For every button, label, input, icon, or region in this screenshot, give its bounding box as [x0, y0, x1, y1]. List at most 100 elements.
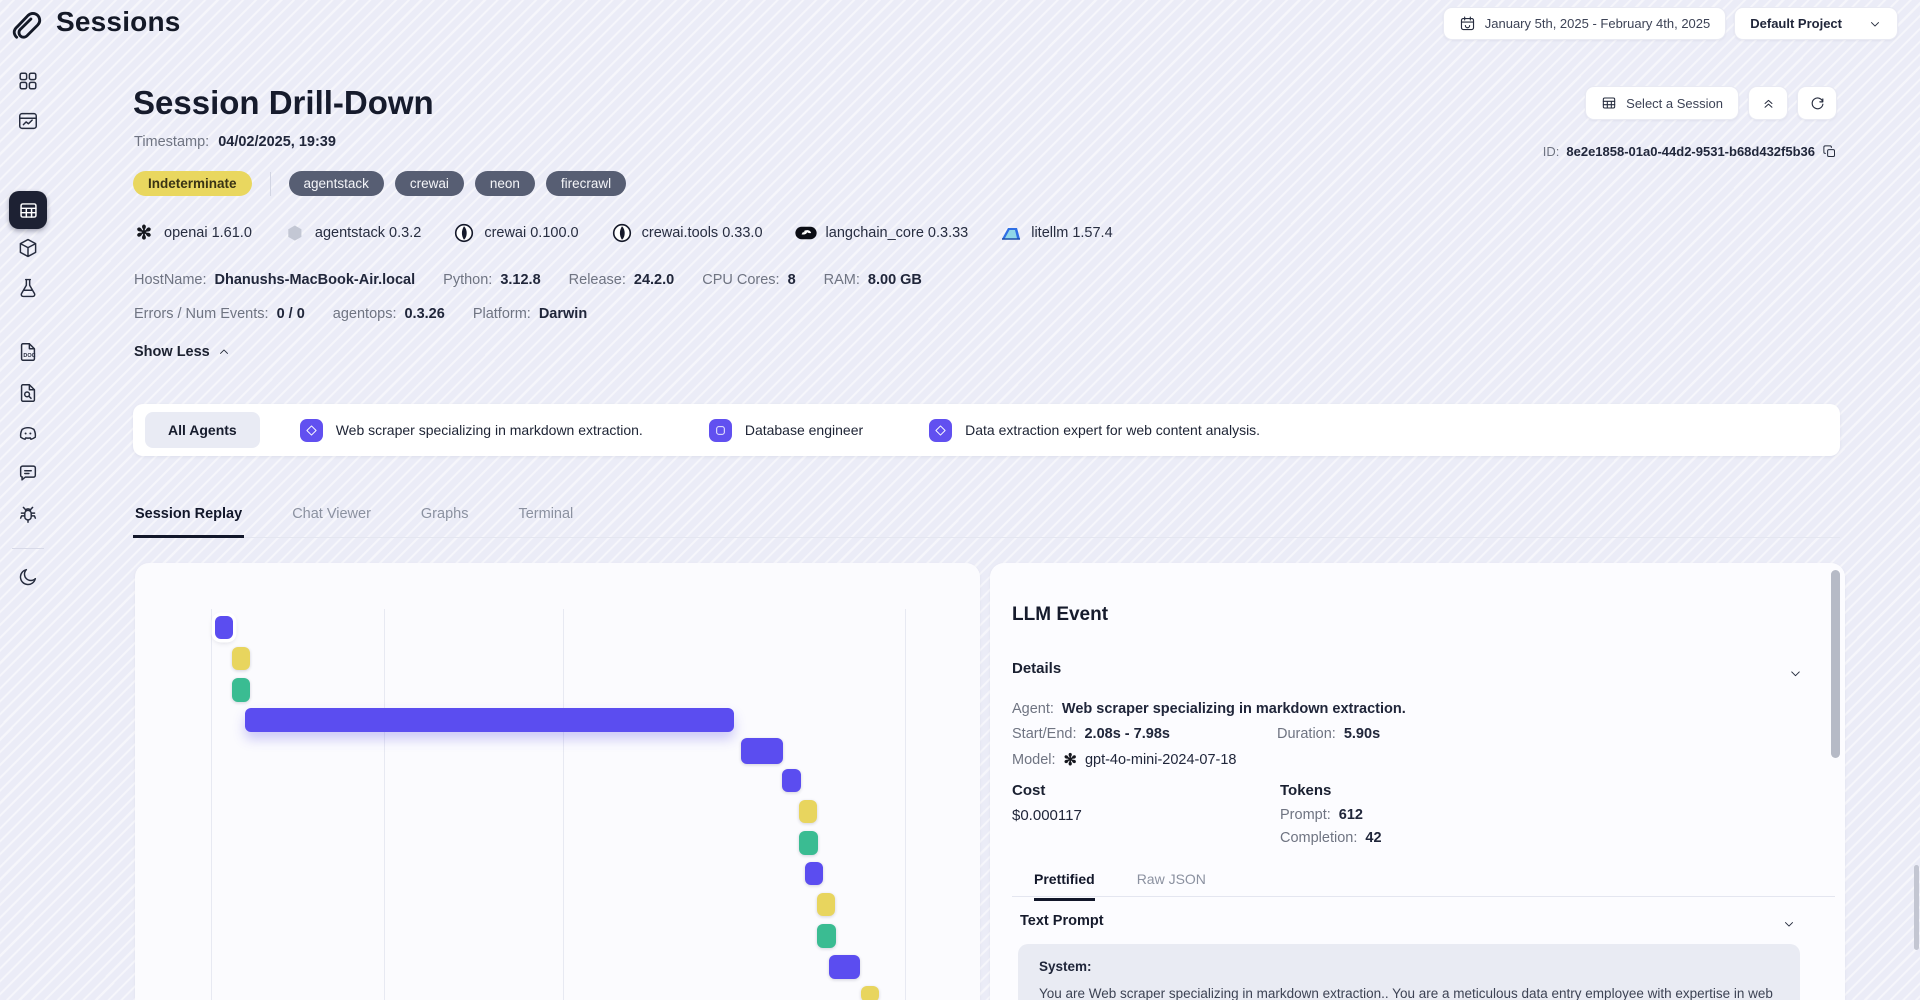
package-langchain: langchain_core 0.3.33 — [794, 222, 968, 244]
chart-gridline — [905, 609, 906, 1000]
refresh-button[interactable] — [1797, 86, 1837, 120]
replay-event-bar[interactable] — [861, 986, 879, 1000]
session-replay-chart[interactable] — [135, 563, 980, 1000]
date-range-picker[interactable]: January 5th, 2025 - February 4th, 2025 — [1442, 7, 1727, 40]
svg-text:DOC: DOC — [23, 353, 35, 359]
app-header: Sessions January 5th, 2025 - February 4t… — [0, 0, 1920, 46]
badges-row: Indeterminate agentstack crewai neon fir… — [133, 171, 627, 196]
sidebar-item-logs[interactable] — [17, 382, 39, 404]
tab-chat-viewer[interactable]: Chat Viewer — [292, 506, 371, 522]
tag-firecrawl: firecrawl — [545, 171, 627, 196]
sidebar-item-evals[interactable] — [17, 277, 39, 299]
grid-icon — [19, 72, 37, 90]
tag-neon: neon — [474, 171, 535, 196]
cost-value: $0.000117 — [1012, 807, 1082, 824]
agent-item-data-extraction[interactable]: Data extraction expert for web content a… — [929, 418, 1260, 442]
select-session-label: Select a Session — [1626, 95, 1723, 111]
collapse-button[interactable] — [1748, 86, 1788, 120]
tab-session-replay[interactable]: Session Replay — [133, 500, 245, 538]
replay-event-bar[interactable] — [232, 647, 250, 670]
replay-event-bar[interactable] — [215, 616, 233, 639]
payload-tabs-divider — [1012, 896, 1835, 897]
sidebar-item-dark-mode[interactable] — [17, 566, 39, 588]
chat-icon — [19, 465, 37, 481]
replay-event-bar[interactable] — [741, 738, 783, 764]
calendar-icon — [1460, 16, 1474, 31]
timestamp-row: Timestamp: 04/02/2025, 19:39 — [134, 134, 336, 150]
tab-graphs[interactable]: Graphs — [420, 506, 469, 522]
replay-event-bar[interactable] — [817, 924, 836, 948]
replay-event-bar[interactable] — [805, 862, 823, 885]
package-crewai: crewai 0.100.0 — [453, 222, 579, 244]
sidebar-item-feedback[interactable] — [17, 462, 39, 484]
prompt-tokens-row: Prompt: 612 — [1280, 807, 1363, 823]
table-icon — [1602, 97, 1616, 109]
langchain-icon — [794, 222, 817, 244]
agent-row: Agent: Web scraper specializing in markd… — [1012, 701, 1406, 717]
discord-icon — [19, 426, 37, 440]
payload-tabs: Prettified Raw JSON — [1034, 871, 1206, 901]
package-litellm: litellm 1.57.4 — [1000, 222, 1113, 244]
agent-item-web-scraper[interactable]: Web scraper specializing in markdown ext… — [299, 418, 643, 442]
refresh-icon — [1811, 96, 1823, 109]
badge-divider — [269, 171, 271, 196]
agent-item-database-engineer[interactable]: Database engineer — [708, 418, 863, 442]
main-tabs: Session Replay Chat Viewer Graphs Termin… — [133, 500, 1840, 538]
details-section-label: Details — [1012, 660, 1062, 677]
date-range-label: January 5th, 2025 - February 4th, 2025 — [1484, 16, 1711, 31]
bug-icon — [19, 506, 37, 523]
tab-raw-json[interactable]: Raw JSON — [1136, 871, 1206, 887]
replay-event-bar[interactable] — [799, 800, 817, 823]
openai-icon: ✻ — [1063, 752, 1077, 769]
event-title: LLM Event — [1012, 604, 1109, 625]
replay-event-bar[interactable] — [782, 769, 801, 792]
table-icon — [19, 202, 37, 218]
timestamp-label: Timestamp: — [134, 134, 210, 150]
show-less-toggle[interactable]: Show Less — [134, 344, 231, 360]
moon-icon — [19, 568, 37, 586]
project-selector[interactable]: Default Project — [1734, 7, 1898, 40]
duration-row: Duration: 5.90s — [1277, 726, 1381, 742]
replay-event-bar[interactable] — [232, 678, 250, 702]
sidebar-item-sessions-active[interactable] — [9, 191, 47, 229]
text-prompt-section-label: Text Prompt — [1020, 913, 1104, 929]
replay-event-bar[interactable] — [829, 955, 860, 979]
details-collapse-chevron-icon[interactable] — [1788, 666, 1803, 681]
all-agents-button[interactable]: All Agents — [145, 412, 260, 448]
sidebar-item-docs[interactable]: DOC — [17, 341, 39, 363]
agentstack-icon: ⬢ — [287, 222, 303, 243]
agent-diamond-icon — [299, 418, 323, 442]
sidebar-item-deploy[interactable] — [17, 237, 39, 259]
doc-file-icon: DOC — [20, 343, 36, 361]
select-session-button[interactable]: Select a Session — [1585, 86, 1739, 120]
event-panel-scrollbar[interactable] — [1831, 570, 1840, 758]
meta-info-row: Errors / Num Events: 0 / 0 agentops: 0.3.2… — [134, 306, 588, 322]
session-actions: Select a Session — [1585, 86, 1837, 120]
sidebar-item-dashboard[interactable] — [17, 70, 39, 92]
agent-diamond-icon — [929, 418, 953, 442]
chevron-down-icon — [1871, 21, 1879, 27]
replay-event-bar[interactable] — [799, 831, 818, 855]
window-chart-icon — [19, 112, 37, 130]
agent-square-icon — [708, 418, 732, 442]
tab-terminal[interactable]: Terminal — [518, 506, 574, 522]
replay-event-bar[interactable] — [245, 708, 734, 732]
project-name: Default Project — [1750, 16, 1842, 31]
copy-icon[interactable] — [1822, 144, 1837, 159]
crewai-tools-icon — [611, 222, 633, 244]
session-id-row: ID: 8e2e1858-01a0-44d2-9531-b68d432f5b36 — [1543, 144, 1837, 159]
tab-prettified[interactable]: Prettified — [1034, 871, 1095, 901]
flask-icon — [20, 278, 36, 298]
sidebar-divider — [12, 548, 44, 549]
chart-gridline — [211, 609, 212, 1000]
system-text: You are Web scraper specializing in mark… — [1039, 986, 1773, 1000]
sidebar-item-overview[interactable] — [17, 110, 39, 132]
text-prompt-collapse-chevron-icon[interactable] — [1782, 917, 1796, 931]
window-scrollbar[interactable] — [1914, 865, 1919, 950]
replay-event-bar[interactable] — [817, 893, 835, 916]
sidebar: DOC — [0, 46, 56, 1000]
tag-crewai: crewai — [394, 171, 464, 196]
sidebar-item-report-bug[interactable] — [17, 503, 39, 525]
model-row: Model: ✻ gpt-4o-mini-2024-07-18 — [1012, 752, 1237, 769]
sidebar-item-discord[interactable] — [17, 422, 39, 444]
